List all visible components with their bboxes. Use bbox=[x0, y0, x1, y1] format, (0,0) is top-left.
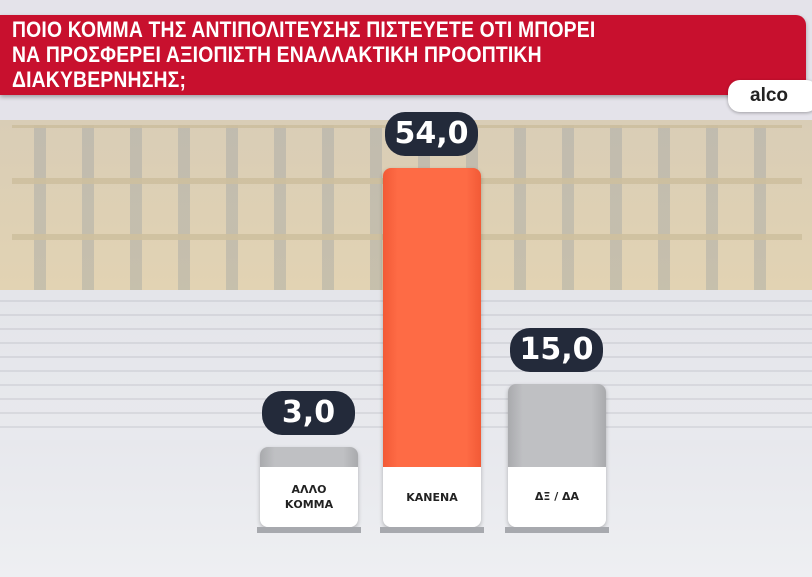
value-label: 3,0 bbox=[262, 391, 355, 435]
bar: ΔΞ / ΔΑ bbox=[508, 383, 606, 527]
category-label: ΔΞ / ΔΑ bbox=[508, 466, 606, 527]
value-label: 54,0 bbox=[385, 112, 478, 156]
bar: ΚΑΝΕΝΑ bbox=[383, 168, 481, 527]
value-label: 15,0 bbox=[510, 327, 603, 372]
bar-base bbox=[257, 527, 361, 533]
bar-fill bbox=[383, 168, 481, 467]
source-label: alco bbox=[750, 85, 789, 106]
title-banner bbox=[0, 15, 806, 95]
bar: ΑΛΛΟ ΚΟΜΜΑ bbox=[260, 447, 358, 527]
bar-base bbox=[505, 527, 609, 533]
chart-title: ΠΟΙΟ ΚΟΜΜΑ ΤΗΣ ΑΝΤΙΠΟΛΙΤΕΥΣΗΣ ΠΙΣΤΕΥΕΤΕ … bbox=[12, 17, 596, 92]
bar-fill bbox=[508, 383, 606, 467]
category-label: ΑΛΛΟ ΚΟΜΜΑ bbox=[260, 467, 358, 527]
bar-fill bbox=[260, 447, 358, 467]
category-label: ΚΑΝΕΝΑ bbox=[383, 467, 481, 527]
source-badge: alco bbox=[728, 80, 812, 112]
bar-base bbox=[380, 527, 484, 533]
